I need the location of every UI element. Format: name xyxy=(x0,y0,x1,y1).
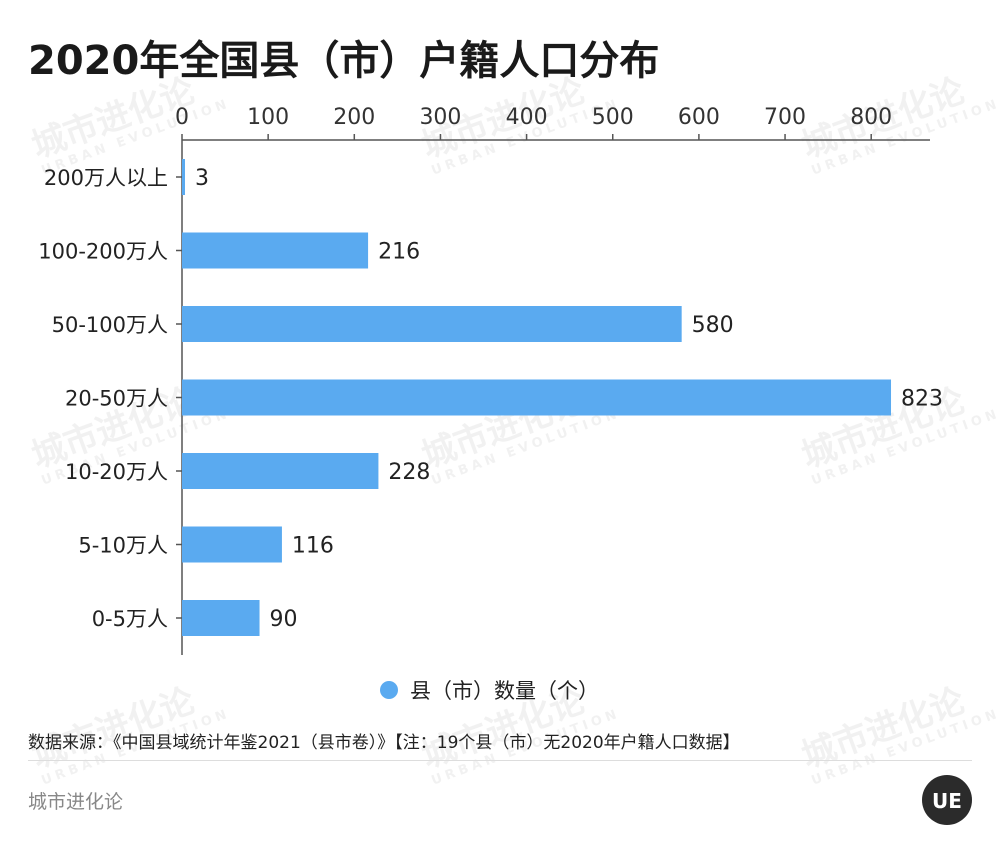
data-label: 90 xyxy=(270,607,298,632)
x-tick-label: 400 xyxy=(506,105,548,130)
watermark: 城市进化论 URBAN EVOLUTION xyxy=(796,680,1000,790)
x-tick-label: 100 xyxy=(247,105,289,130)
data-label: 3 xyxy=(195,166,209,191)
bar xyxy=(182,379,892,416)
logo-text: UE xyxy=(932,789,962,813)
data-label: 823 xyxy=(901,387,943,412)
x-tick-label: 600 xyxy=(678,105,720,130)
category-label: 50-100万人 xyxy=(52,313,168,337)
category-label: 5-10万人 xyxy=(78,534,168,558)
ue-logo-icon: UE xyxy=(932,789,962,813)
category-label: 20-50万人 xyxy=(65,387,168,411)
legend-swatch xyxy=(380,681,398,699)
category-label: 10-20万人 xyxy=(65,460,168,484)
x-axis-ticks: 0 100 200 300 400 500 600 700 800 xyxy=(175,105,892,140)
x-tick-label: 300 xyxy=(419,105,461,130)
bar xyxy=(182,232,369,269)
chart-title: 2020年全国县（市）户籍人口分布 xyxy=(28,38,660,84)
legend-label: 县（市）数量（个） xyxy=(410,679,599,703)
category-labels: 200万人以上 100-200万人 50-100万人 20-50万人 10-20万人 5-… xyxy=(38,166,168,631)
bar-chart: 0 100 200 300 400 500 600 700 800 200万人以上 100-200… xyxy=(38,105,943,655)
legend: 县（市）数量（个） xyxy=(380,675,599,705)
bar xyxy=(182,526,282,563)
value-labels: 3 216 580 823 228 116 90 xyxy=(195,166,943,632)
x-tick-label: 0 xyxy=(175,105,189,130)
data-label: 216 xyxy=(378,240,420,265)
bar xyxy=(182,306,682,342)
bar xyxy=(182,159,185,195)
x-tick-label: 200 xyxy=(333,105,375,130)
brand-name: 城市进化论 xyxy=(28,791,124,813)
source-note: 数据来源：《中国县域统计年鉴2021（县市卷）》【注：19个县（市）无2020年… xyxy=(28,733,740,753)
bar xyxy=(182,600,260,636)
x-tick-label: 500 xyxy=(592,105,634,130)
category-label: 200万人以上 xyxy=(44,166,168,190)
category-label: 0-5万人 xyxy=(92,607,168,631)
data-label: 228 xyxy=(388,460,430,485)
bars xyxy=(182,159,892,636)
bar xyxy=(182,453,379,489)
brand-logo-icon: UE xyxy=(922,775,972,825)
x-tick-label: 700 xyxy=(764,105,806,130)
data-label: 580 xyxy=(692,313,734,338)
x-tick-label: 800 xyxy=(850,105,892,130)
category-label: 100-200万人 xyxy=(38,240,168,264)
divider xyxy=(28,760,972,761)
data-label: 116 xyxy=(292,534,334,559)
